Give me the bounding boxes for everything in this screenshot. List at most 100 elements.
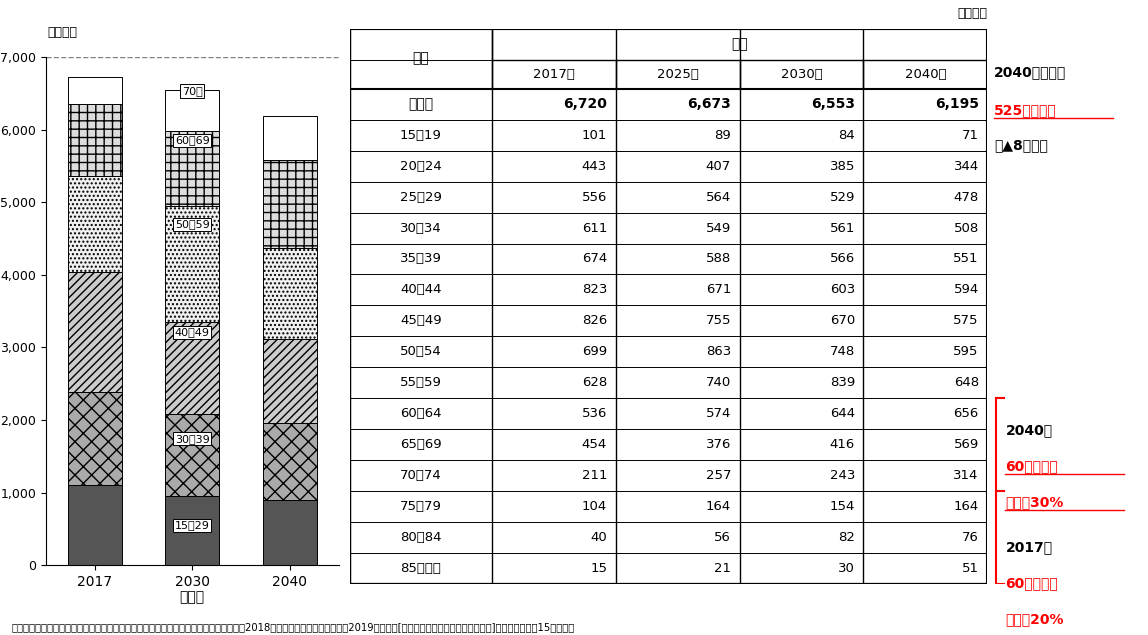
Text: 611: 611 <box>582 222 607 234</box>
Bar <box>263 159 317 248</box>
Text: 564: 564 <box>706 190 731 204</box>
Text: 561: 561 <box>830 222 855 234</box>
Text: 344: 344 <box>954 159 979 173</box>
Text: 20＼24: 20＼24 <box>400 159 442 173</box>
Text: 407: 407 <box>706 159 731 173</box>
Text: 551: 551 <box>953 253 979 265</box>
Text: 6,720: 6,720 <box>564 97 607 111</box>
Text: 628: 628 <box>582 377 607 389</box>
Text: 75＼79: 75＼79 <box>400 500 442 513</box>
Text: 総数: 総数 <box>731 37 747 51</box>
Bar <box>263 116 317 159</box>
Text: 556: 556 <box>582 190 607 204</box>
Text: 478: 478 <box>954 190 979 204</box>
Text: 70＼74: 70＼74 <box>400 469 442 483</box>
Text: 割合約20%: 割合約20% <box>1006 612 1064 627</box>
Text: 71: 71 <box>962 129 979 142</box>
Text: 164: 164 <box>706 500 731 513</box>
Text: 671: 671 <box>706 283 731 297</box>
Text: 674: 674 <box>582 253 607 265</box>
Text: 755: 755 <box>706 314 731 328</box>
Text: 376: 376 <box>706 438 731 451</box>
Text: 89: 89 <box>714 129 731 142</box>
Text: 575: 575 <box>953 314 979 328</box>
Text: 84: 84 <box>838 129 855 142</box>
Text: 508: 508 <box>954 222 979 234</box>
Text: 6,673: 6,673 <box>688 97 731 111</box>
Bar <box>165 131 219 206</box>
Text: 80＼84: 80＼84 <box>401 531 442 544</box>
Text: 385: 385 <box>830 159 855 173</box>
Text: 資料：独立行政法人労働政策研究・研修機構『労働力需給の推計－労働力需給モデル（2018年版）による将来推計－』（2019年３月）[成長実現・労働参加進展シナリオ: 資料：独立行政法人労働政策研究・研修機構『労働力需給の推計－労働力需給モデル（2… <box>11 622 575 632</box>
Text: 2040年までに: 2040年までに <box>994 65 1066 79</box>
Text: 863: 863 <box>706 345 731 358</box>
Text: 35＼39: 35＼39 <box>400 253 442 265</box>
Text: 699: 699 <box>582 345 607 358</box>
Text: 70＼: 70＼ <box>181 86 203 96</box>
Text: 40: 40 <box>590 531 607 544</box>
Text: 566: 566 <box>830 253 855 265</box>
Text: 年齢: 年齢 <box>412 51 429 65</box>
Text: 416: 416 <box>830 438 855 451</box>
Text: 839: 839 <box>830 377 855 389</box>
Text: 30＼34: 30＼34 <box>400 222 442 234</box>
Text: 50＼54: 50＼54 <box>400 345 442 358</box>
Text: 257: 257 <box>706 469 731 483</box>
Text: 670: 670 <box>830 314 855 328</box>
Text: 595: 595 <box>953 345 979 358</box>
Text: 574: 574 <box>706 407 731 420</box>
Text: 15: 15 <box>590 562 607 575</box>
Text: 154: 154 <box>830 500 855 513</box>
Text: 2040年: 2040年 <box>1006 423 1053 438</box>
Bar <box>68 77 122 104</box>
Text: 826: 826 <box>582 314 607 328</box>
Text: 割合約30%: 割合約30% <box>1006 495 1064 509</box>
Bar <box>68 176 122 272</box>
Bar <box>165 206 219 322</box>
Text: 2017年: 2017年 <box>1006 540 1053 554</box>
Text: 60＼64: 60＼64 <box>401 407 442 420</box>
Text: 15＼29: 15＼29 <box>174 520 210 530</box>
Text: 82: 82 <box>838 531 855 544</box>
Text: 55＼59: 55＼59 <box>400 377 442 389</box>
Text: 56: 56 <box>714 531 731 544</box>
Text: 648: 648 <box>954 377 979 389</box>
Text: 454: 454 <box>582 438 607 451</box>
Bar <box>263 248 317 338</box>
Text: 30: 30 <box>838 562 855 575</box>
Text: （▲8％減）: （▲8％減） <box>994 138 1048 152</box>
Text: 総　数: 総 数 <box>409 97 434 111</box>
Text: 51: 51 <box>962 562 979 575</box>
Bar <box>263 338 317 424</box>
Text: 101: 101 <box>582 129 607 142</box>
Text: 569: 569 <box>954 438 979 451</box>
Text: 314: 314 <box>953 469 979 483</box>
Bar <box>68 272 122 392</box>
Text: 45＼49: 45＼49 <box>401 314 442 328</box>
Text: 104: 104 <box>582 500 607 513</box>
Text: 6,195: 6,195 <box>934 97 979 111</box>
Text: 243: 243 <box>830 469 855 483</box>
Bar <box>165 415 219 496</box>
Bar <box>68 104 122 176</box>
Bar <box>68 392 122 485</box>
Text: 2017年: 2017年 <box>533 68 575 81</box>
Text: 211: 211 <box>582 469 607 483</box>
Text: 529: 529 <box>830 190 855 204</box>
Bar <box>68 485 122 565</box>
Text: 644: 644 <box>830 407 855 420</box>
Text: 40＼44: 40＼44 <box>401 283 442 297</box>
Text: 656: 656 <box>954 407 979 420</box>
Text: 15＼19: 15＼19 <box>400 129 442 142</box>
Text: 823: 823 <box>582 283 607 297</box>
X-axis label: 年　次: 年 次 <box>180 591 204 605</box>
Text: 2025年: 2025年 <box>657 68 698 81</box>
Text: 50＼59: 50＼59 <box>174 219 210 229</box>
Text: 536: 536 <box>582 407 607 420</box>
Text: 40＼49: 40＼49 <box>174 327 210 337</box>
Text: 2030年: 2030年 <box>781 68 822 81</box>
Text: 549: 549 <box>706 222 731 234</box>
Text: 740: 740 <box>706 377 731 389</box>
Text: 60歳以上の: 60歳以上の <box>1006 459 1058 473</box>
Text: 60歳以上の: 60歳以上の <box>1006 577 1058 591</box>
